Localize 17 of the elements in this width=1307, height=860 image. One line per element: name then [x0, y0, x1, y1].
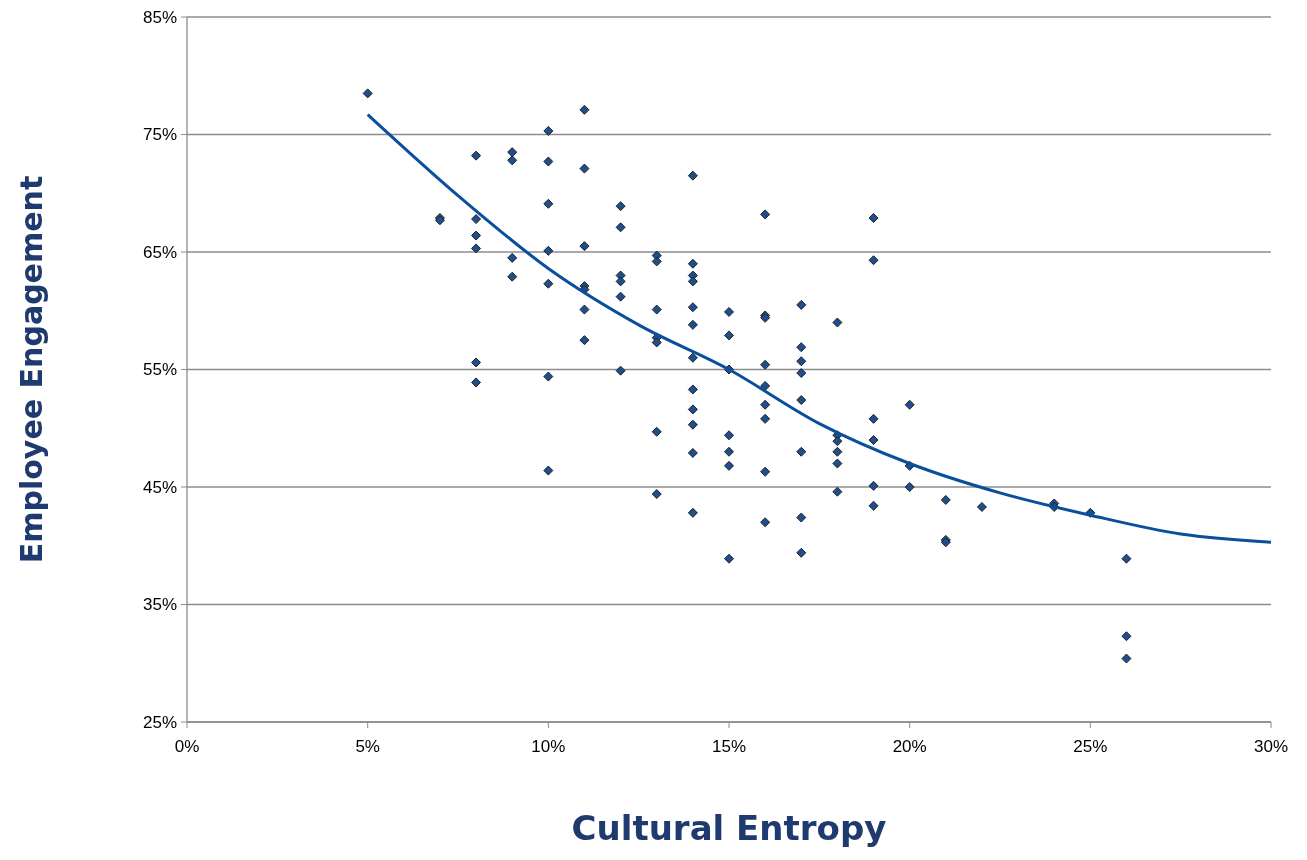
x-tick-label: 25%: [1073, 737, 1108, 756]
y-tick-label: 25%: [142, 712, 177, 732]
y-tick-label: 85%: [142, 7, 177, 27]
x-tick-label: 20%: [892, 737, 927, 756]
y-tick-label: 45%: [142, 477, 177, 497]
x-tick-label: 5%: [355, 737, 380, 756]
y-tick-label: 65%: [142, 242, 177, 262]
x-axis-title: Cultural Entropy: [571, 808, 887, 848]
x-tick-label: 0%: [174, 737, 200, 756]
line-series: [366, 113, 1273, 544]
y-tick-label: 55%: [142, 360, 177, 380]
x-tick-label: 10%: [531, 737, 566, 756]
x-tick-label: 15%: [711, 737, 747, 756]
y-tick-label: 75%: [142, 125, 177, 145]
x-tick-label: 30%: [1253, 737, 1289, 756]
y-axis-title: Employee Engagement: [14, 175, 49, 564]
y-tick-label: 35%: [142, 595, 177, 615]
